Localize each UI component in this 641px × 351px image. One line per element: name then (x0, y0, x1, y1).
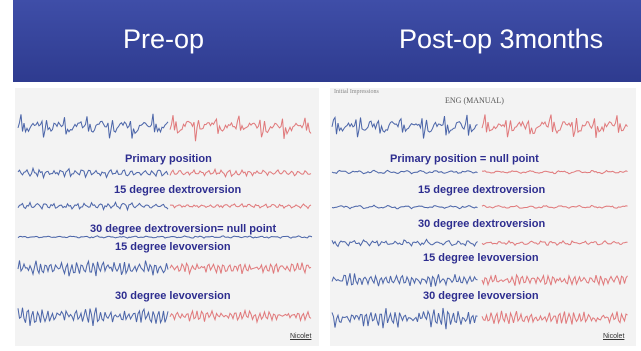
trace-left-15-dextro-blue (17, 166, 169, 180)
label-right-15-dextro: 15 degree dextroversion (418, 184, 546, 196)
trace-left-primary-blue (17, 113, 169, 139)
label-left-primary: Primary position (125, 153, 212, 165)
trace-left-null-blue (17, 235, 313, 239)
nicolet-mark-right: Nicolet (603, 333, 625, 340)
trace-right-null-blue (331, 169, 478, 175)
recording-small-header: Initial Impressions (334, 89, 379, 95)
trace-right-30-levo-red (481, 310, 628, 325)
label-right-15-levo: 15 degree levoversion (423, 252, 539, 264)
trace-left-15-levo-red (169, 261, 312, 276)
recording-header: ENG (MANUAL) (445, 96, 504, 105)
trace-left-dextro2-red (170, 202, 312, 210)
title-banner: Pre-op Post-op 3months (13, 0, 641, 82)
label-left-15-levo: 15 degree levoversion (115, 241, 231, 253)
label-left-30-dextro: 30 degree dextroversion= null point (90, 223, 277, 235)
trace-right-primary-blue (331, 114, 478, 139)
trace-right-15-dextro-blue (331, 204, 478, 210)
label-right-30-levo: 30 degree levoversion (423, 290, 539, 302)
label-left-30-levo: 30 degree levoversion (115, 290, 231, 302)
trace-right-30-levo-blue (331, 307, 478, 330)
trace-right-30-dextro-red (481, 239, 628, 246)
trace-right-30-dextro-blue (331, 238, 478, 248)
pre-op-title: Pre-op (123, 24, 205, 54)
trace-left-15-dextro-red (169, 167, 312, 178)
trace-left-30-levo-blue (17, 307, 169, 326)
trace-left-30-levo-red (169, 308, 312, 324)
trace-right-null-red (481, 169, 628, 175)
label-right-30-dextro: 30 degree dextroversion (418, 218, 546, 230)
trace-left-15-levo-blue (17, 259, 169, 277)
trace-left-primary-red (169, 115, 312, 142)
label-left-15-dextro: 15 degree dextroversion (114, 184, 242, 196)
trace-right-15-levo-blue (331, 273, 478, 287)
trace-right-15-levo-red (481, 273, 628, 287)
label-right-primary: Primary position = null point (390, 153, 539, 165)
trace-left-dextro2-blue (17, 200, 169, 212)
trace-right-15-dextro-red (481, 204, 628, 209)
nicolet-mark-left: Nicolet (290, 333, 312, 340)
trace-right-primary-red (481, 114, 628, 138)
post-op-title: Post-op 3months (399, 24, 604, 54)
